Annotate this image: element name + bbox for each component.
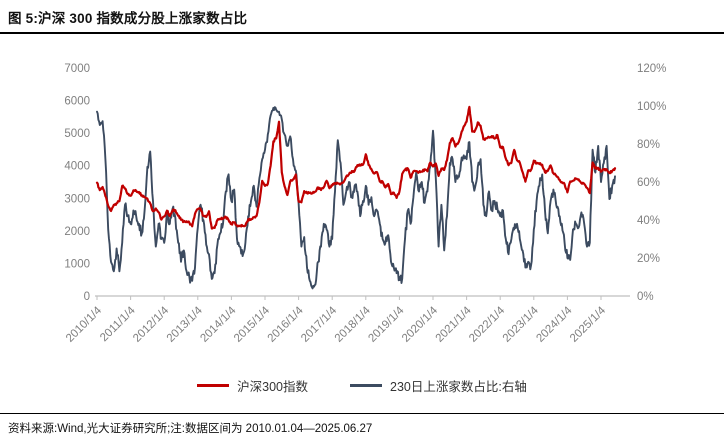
csi300-legend-label: 沪深300指数	[237, 380, 308, 394]
x-axis-tick-label: 2016/1/4	[266, 304, 307, 345]
page-title: 图 5:沪深 300 指数成分股上涨家数占比	[8, 11, 248, 26]
x-axis-tick-label: 2015/1/4	[232, 304, 273, 345]
y-axis-right-tick-label: 20%	[637, 253, 660, 265]
series-csi300-line	[95, 105, 617, 230]
x-axis-tick-label: 2014/1/4	[198, 304, 239, 345]
x-axis-tick-label: 2019/1/4	[366, 304, 407, 345]
y-axis-left-tick-label: 3000	[64, 193, 90, 205]
y-axis-left-tick-label: 1000	[64, 258, 90, 270]
x-axis-tick-label: 2020/1/4	[400, 304, 441, 345]
y-axis-left-tick-label: 6000	[64, 96, 90, 108]
x-axis-tick-label: 2018/1/4	[333, 304, 374, 345]
line-chart: 2010/1/42011/1/42012/1/42013/1/42014/1/4…	[64, 63, 666, 345]
x-axis-tick-label: 2010/1/4	[64, 304, 105, 345]
x-axis-tick-label: 2021/1/4	[434, 304, 475, 345]
y-axis-right-tick-label: 0%	[637, 291, 654, 303]
x-axis-tick-label: 2012/1/4	[131, 304, 172, 345]
series-ratio-line	[96, 106, 616, 290]
y-axis-right-tick-label: 120%	[637, 63, 666, 75]
x-axis-tick-label: 2013/1/4	[165, 304, 206, 345]
y-axis-left-tick-label: 2000	[64, 226, 90, 238]
y-axis-right-tick-label: 80%	[637, 139, 660, 151]
y-axis-left: 0 1000 2000 3000 4000 5000 6000 7000	[64, 63, 90, 303]
x-axis-tick-label: 2017/1/4	[299, 304, 340, 345]
chart-area: 2010/1/4 2011/1/4 2012/1/4 2013/1/4 2014/1/4…	[0, 42, 724, 372]
x-axis-tick-label: 2025/1/4	[568, 304, 609, 345]
y-axis-right-tick-label: 40%	[637, 215, 660, 227]
x-axis-tick-label: 2024/1/4	[534, 304, 575, 345]
title-divider	[0, 32, 724, 34]
y-axis-left-tick-label: 7000	[64, 63, 90, 75]
chart-legend: 沪深300指数 230日上涨家数占比:右轴	[0, 376, 724, 395]
y-axis-left-tick-label: 0	[84, 291, 90, 303]
y-axis-right: 0% 20% 40% 60% 80% 100% 120%	[637, 63, 666, 303]
x-axis-tick-label: 2023/1/4	[501, 304, 542, 345]
legend-item-ratio: 230日上涨家数占比:右轴	[350, 376, 527, 395]
footer-divider	[0, 413, 724, 415]
y-axis-left-tick-label: 5000	[64, 128, 90, 140]
y-axis-left-tick-label: 4000	[64, 161, 90, 173]
source-note: 资料来源:Wind,光大证券研究所;注:数据区间为 2010.01.04—202…	[8, 423, 373, 435]
legend-item-csi300: 沪深300指数	[197, 376, 308, 395]
x-axis-tick-label: 2022/1/4	[467, 304, 508, 345]
ratio-line-swatch	[350, 384, 382, 387]
csi300-line-swatch	[197, 384, 230, 387]
y-axis-right-tick-label: 60%	[637, 177, 660, 189]
x-axis: 2010/1/42011/1/42012/1/42013/1/42014/1/4…	[64, 295, 630, 345]
y-axis-right-tick-label: 100%	[637, 101, 666, 113]
ratio-legend-label: 230日上涨家数占比:右轴	[390, 380, 527, 394]
